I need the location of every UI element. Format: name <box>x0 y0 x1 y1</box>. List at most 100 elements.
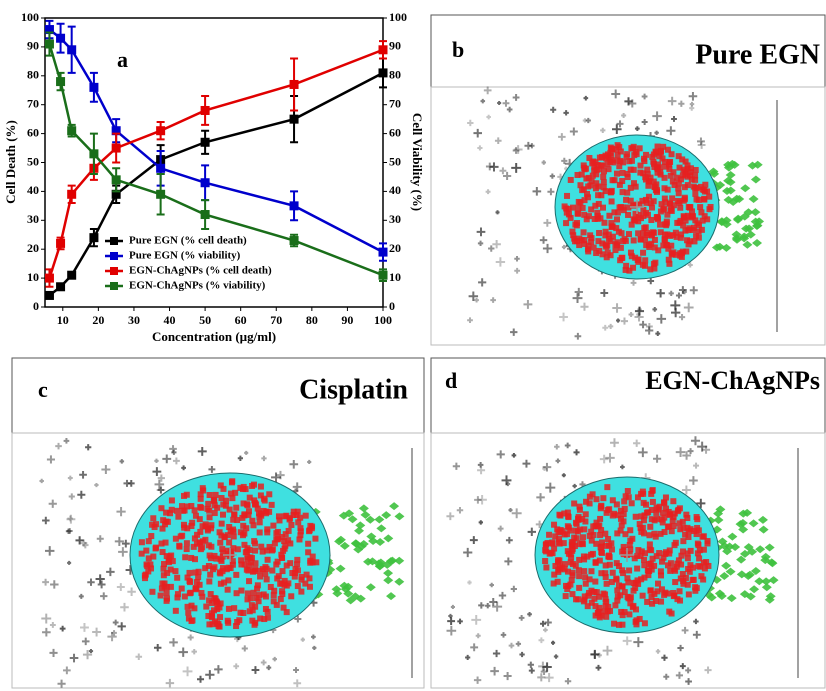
dna <box>226 524 233 531</box>
dna <box>669 195 676 202</box>
dna <box>636 615 643 622</box>
dna <box>186 569 193 576</box>
dna <box>588 206 595 213</box>
dna <box>652 149 659 156</box>
dna <box>254 505 261 512</box>
dna <box>163 584 170 591</box>
dna <box>597 505 604 512</box>
debris <box>483 86 492 95</box>
debris <box>638 447 648 458</box>
tail <box>750 208 761 217</box>
dna <box>606 212 613 219</box>
dna <box>153 544 160 551</box>
dna <box>229 478 236 485</box>
dna <box>678 561 685 568</box>
x-tick-label: 60 <box>235 313 247 327</box>
debris <box>538 661 548 672</box>
debris <box>550 640 556 645</box>
dna <box>298 576 305 583</box>
dna <box>595 200 602 207</box>
dna <box>565 514 572 521</box>
dna <box>290 512 297 519</box>
dna <box>255 598 262 605</box>
dna <box>267 583 274 590</box>
debris <box>524 141 533 150</box>
dna <box>565 550 572 557</box>
dna <box>225 605 232 612</box>
dna <box>662 505 669 512</box>
debris <box>505 536 513 544</box>
debris <box>641 93 648 100</box>
dna <box>198 589 205 596</box>
dna <box>179 503 186 510</box>
dna <box>554 578 561 585</box>
debris <box>237 455 244 461</box>
dna <box>649 498 656 505</box>
debris <box>595 664 602 671</box>
dna <box>169 558 176 565</box>
dna <box>241 561 248 568</box>
dna <box>647 200 654 207</box>
dna <box>633 617 640 624</box>
debris <box>634 306 645 316</box>
dna <box>592 603 599 610</box>
debris <box>101 465 111 475</box>
dna <box>256 519 263 526</box>
dna <box>216 604 223 611</box>
dna <box>280 547 287 554</box>
dna <box>684 550 691 557</box>
debris <box>696 498 706 508</box>
point <box>44 290 54 300</box>
debris <box>527 661 534 668</box>
debris <box>697 441 708 452</box>
tail <box>332 589 343 598</box>
dna <box>628 253 635 260</box>
dna <box>625 579 632 586</box>
debris <box>447 617 456 625</box>
y2-tick-label: 100 <box>389 10 407 24</box>
debris <box>214 665 223 674</box>
dna <box>662 550 669 557</box>
debris <box>467 580 472 585</box>
dna <box>176 542 183 549</box>
dna <box>582 574 589 581</box>
y-tick-label: 10 <box>27 270 39 284</box>
dna <box>605 166 612 173</box>
point <box>56 238 66 248</box>
y-tick-label: 70 <box>27 96 39 110</box>
dna <box>648 594 655 601</box>
dna <box>551 571 558 578</box>
dna <box>682 158 689 165</box>
y2-tick-label: 50 <box>389 154 401 168</box>
dna <box>570 539 577 546</box>
dna <box>178 585 185 592</box>
dna <box>552 533 559 540</box>
dna <box>674 560 681 567</box>
dna <box>657 229 664 236</box>
debris <box>154 458 159 463</box>
dna <box>259 548 266 555</box>
dna <box>554 526 561 533</box>
debris <box>624 97 633 106</box>
dna <box>680 524 687 531</box>
dna <box>673 233 680 240</box>
dna <box>634 552 641 559</box>
dna <box>620 543 627 550</box>
dna <box>192 512 199 519</box>
dna <box>607 238 614 245</box>
dna <box>666 165 673 172</box>
dna <box>592 185 599 192</box>
dna <box>618 230 625 237</box>
dna <box>270 592 277 599</box>
dna <box>597 515 604 522</box>
tail <box>394 577 405 586</box>
dna <box>174 591 181 598</box>
dna <box>649 204 656 211</box>
debris <box>679 663 686 670</box>
debris <box>111 630 117 636</box>
tail <box>727 532 738 541</box>
dna <box>679 571 686 578</box>
debris <box>652 307 658 312</box>
dna <box>675 153 682 160</box>
dna <box>247 559 254 566</box>
